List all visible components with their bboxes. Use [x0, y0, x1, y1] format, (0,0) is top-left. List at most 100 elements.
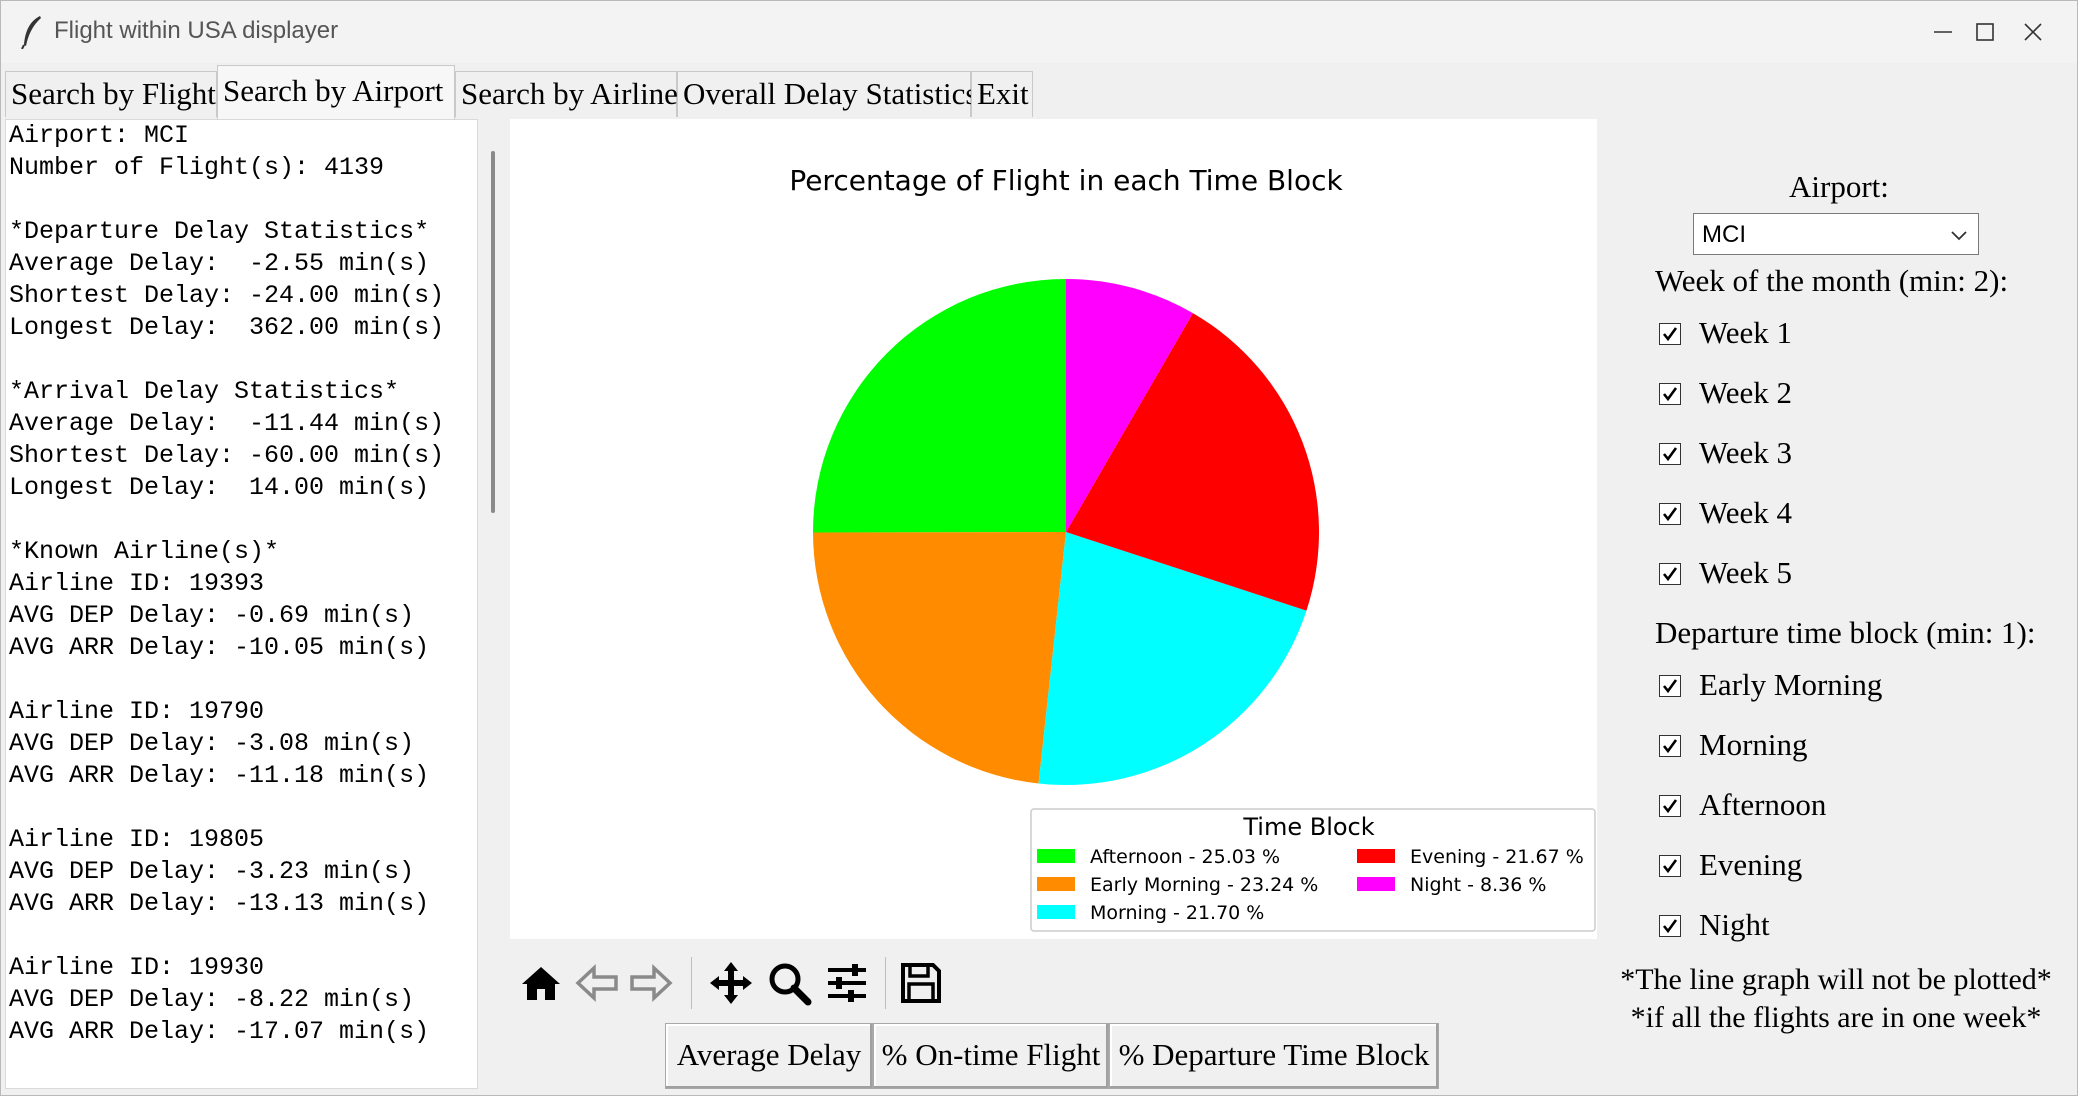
morning-checkbox[interactable]: Morning — [1659, 727, 2019, 767]
checkbox-box[interactable] — [1659, 323, 1681, 345]
week-4-label: Week 4 — [1699, 495, 1793, 530]
tab-search-by-flight[interactable]: Search by Flight — [5, 71, 217, 117]
close-icon — [2024, 23, 2042, 41]
minimize-button[interactable] — [1899, 1, 1987, 63]
back-button[interactable] — [571, 957, 623, 1009]
tab-exit[interactable]: Exit — [971, 71, 1033, 117]
close-button[interactable] — [1989, 1, 2077, 63]
airport-select[interactable]: MCI — [1693, 213, 1979, 255]
early-morning-label: Early Morning — [1699, 667, 1883, 702]
save-icon — [901, 963, 941, 1003]
info-line: Shortest Delay: -60.00 min(s) — [9, 441, 445, 470]
feather-icon — [21, 16, 41, 49]
checkbox-box[interactable] — [1659, 443, 1681, 465]
minimize-icon — [1934, 31, 1952, 33]
tab-search-by-airport[interactable]: Search by Airport — [217, 65, 455, 119]
note-line-1: *The line graph will not be plotted* — [1620, 963, 2052, 996]
maximize-button[interactable] — [1941, 1, 2029, 63]
info-line: Longest Delay: 362.00 min(s) — [9, 313, 445, 342]
info-line: Airline ID: 19930 — [9, 953, 265, 982]
week-5-label: Week 5 — [1699, 555, 1793, 590]
window-title: Flight within USA displayer — [54, 17, 339, 44]
info-line: Longest Delay: 14.00 min(s) — [9, 473, 430, 502]
info-line: *Known Airline(s)* — [9, 537, 280, 566]
info-line: Airline ID: 19790 — [9, 697, 265, 726]
early-morning-checkbox[interactable]: Early Morning — [1659, 667, 2019, 707]
legend-swatch — [1037, 905, 1075, 919]
pan-icon — [710, 962, 752, 1004]
forward-arrow-icon — [630, 963, 673, 1003]
departure-time-block-button[interactable]: % Departure Time Block — [1109, 1023, 1439, 1089]
info-line — [6, 504, 477, 536]
airport-label: Airport: — [1789, 169, 1889, 204]
forward-button[interactable] — [625, 957, 677, 1009]
checkmark-icon — [1662, 327, 1678, 342]
pie-chart: Percentage of Flight in each Time Block … — [789, 164, 1596, 932]
checkbox-box[interactable] — [1659, 735, 1681, 757]
info-line: Average Delay: -11.44 min(s) — [9, 409, 445, 438]
checkbox-box[interactable] — [1659, 503, 1681, 525]
info-line: AVG DEP Delay: -0.69 min(s) — [9, 601, 415, 630]
checkbox-box[interactable] — [1659, 563, 1681, 585]
week-2-checkbox[interactable]: Week 2 — [1659, 375, 2019, 415]
evening-checkbox[interactable]: Evening — [1659, 847, 2019, 887]
on-time-flight-button[interactable]: % On-time Flight — [873, 1023, 1109, 1089]
checkbox-box[interactable] — [1659, 795, 1681, 817]
maximize-icon — [1976, 23, 1994, 41]
checkmark-icon — [1662, 447, 1678, 462]
chevron-down-icon — [1951, 231, 1967, 241]
zoom-icon — [769, 963, 812, 1006]
tab-bar: Search by Flight Search by Airport Searc… — [1, 63, 2077, 119]
week-1-checkbox[interactable]: Week 1 — [1659, 315, 2019, 355]
legend-swatch — [1357, 877, 1395, 891]
week-2-label: Week 2 — [1699, 375, 1793, 410]
week-4-checkbox[interactable]: Week 4 — [1659, 495, 2019, 535]
afternoon-checkbox[interactable]: Afternoon — [1659, 787, 2019, 827]
legend-label: Afternoon - 25.03 % — [1090, 846, 1280, 868]
zoom-button[interactable] — [763, 957, 815, 1009]
info-line — [6, 920, 477, 952]
legend-swatch — [1037, 849, 1075, 863]
airport-info-text[interactable]: Airport: MCI Number of Flight(s): 4139 *… — [5, 119, 478, 1089]
info-line: AVG ARR Delay: -13.13 min(s) — [9, 889, 430, 918]
back-arrow-icon — [575, 963, 618, 1003]
home-button[interactable] — [515, 957, 567, 1009]
checkmark-icon — [1662, 567, 1678, 582]
night-checkbox[interactable]: Night — [1659, 907, 2019, 947]
checkbox-box[interactable] — [1659, 915, 1681, 937]
afternoon-label: Afternoon — [1699, 787, 1827, 822]
vertical-scrollbar[interactable] — [491, 151, 495, 513]
pie-slice-evening — [1066, 313, 1319, 611]
configure-subplots-button[interactable] — [821, 957, 873, 1009]
morning-label: Morning — [1699, 727, 1808, 762]
average-delay-button[interactable]: Average Delay — [665, 1023, 873, 1089]
checkbox-box[interactable] — [1659, 855, 1681, 877]
legend: Time Block Afternoon - 25.03 % Early Morn… — [1030, 808, 1596, 932]
pie-slice-night — [1066, 279, 1193, 532]
week-5-checkbox[interactable]: Week 5 — [1659, 555, 2019, 595]
airport-select-value: MCI — [1702, 221, 1746, 248]
info-line: Number of Flight(s): 4139 — [9, 153, 385, 182]
checkmark-icon — [1662, 739, 1678, 754]
tab-overall-delay-statistics[interactable]: Overall Delay Statistics — [677, 71, 977, 117]
checkmark-icon — [1662, 919, 1678, 934]
info-line: Average Delay: -2.55 min(s) — [9, 249, 430, 278]
week-3-checkbox[interactable]: Week 3 — [1659, 435, 2019, 475]
week-1-label: Week 1 — [1699, 315, 1793, 350]
tab-search-by-airline[interactable]: Search by Airline — [455, 71, 678, 117]
save-button[interactable] — [895, 957, 947, 1009]
info-line — [6, 792, 477, 824]
info-line — [6, 664, 477, 696]
configure-icon — [828, 964, 866, 1002]
checkbox-box[interactable] — [1659, 383, 1681, 405]
pie-slices — [813, 279, 1319, 785]
info-line — [6, 184, 477, 216]
checkmark-icon — [1662, 799, 1678, 814]
checkbox-box[interactable] — [1659, 675, 1681, 697]
info-line: Airline ID: 19393 — [9, 569, 265, 598]
checkmark-icon — [1662, 387, 1678, 402]
week-3-label: Week 3 — [1699, 435, 1793, 470]
info-line: AVG ARR Delay: -11.18 min(s) — [9, 761, 430, 790]
pan-button[interactable] — [705, 957, 757, 1009]
